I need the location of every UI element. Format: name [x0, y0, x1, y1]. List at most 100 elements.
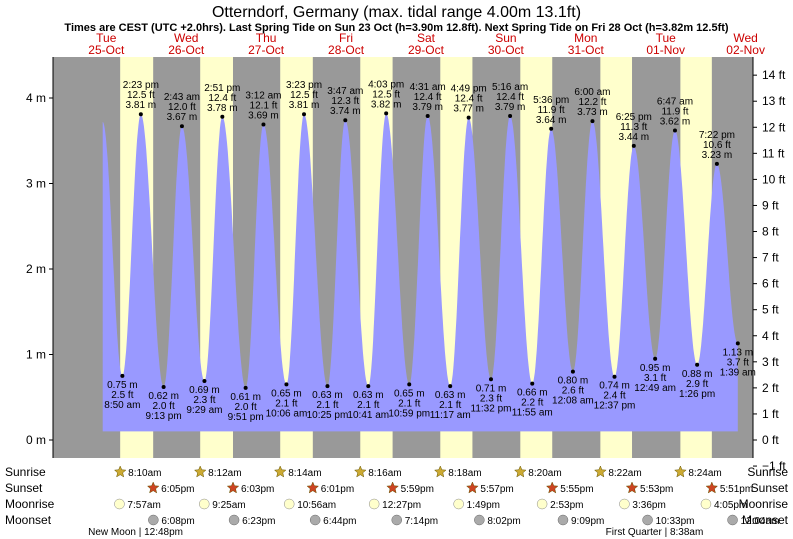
- row-label-right: Moonrise: [739, 497, 789, 511]
- tide-label-ft: 3.1 ft: [644, 373, 666, 384]
- moonrise-icon: [536, 498, 548, 510]
- tide-label-ft: 12.4 ft: [208, 93, 236, 104]
- tide-label-m: 3.77 m: [453, 104, 484, 115]
- day-date-label: 30-Oct: [488, 43, 525, 57]
- tide-label-time: 10:59 pm: [388, 408, 430, 419]
- tide-label-m: 3.62 m: [660, 116, 691, 127]
- y-tick-label-right: 14 ft: [762, 68, 786, 82]
- sunset-icon: [625, 481, 639, 494]
- tide-label-ft: 10.6 ft: [703, 140, 731, 151]
- y-tick-label-right: 3 ft: [762, 355, 779, 369]
- day-date-label: 25-Oct: [88, 43, 125, 57]
- tide-label-ft: 11.9 ft: [538, 105, 565, 116]
- tide-label-m: 0.65 m: [394, 388, 425, 399]
- sunset-time: 5:51pm: [720, 484, 753, 495]
- tide-label-ft: 12.2 ft: [579, 97, 607, 108]
- tide-label-ft: 12.5 ft: [290, 90, 318, 101]
- tide-point: [407, 382, 412, 387]
- tide-label-m: 0.74 m: [599, 381, 630, 392]
- tide-label-m: 0.62 m: [148, 391, 179, 402]
- moonrise-icon: [619, 498, 630, 510]
- tide-label-time: 6:00 am: [574, 87, 610, 98]
- sunset-icon: [146, 481, 160, 494]
- tide-label-m: 1.13 m: [723, 347, 754, 358]
- sunset-time: 6:05pm: [161, 484, 194, 495]
- tide-point: [384, 111, 389, 116]
- tide-point: [488, 377, 493, 382]
- sunrise-icon: [113, 465, 127, 478]
- tide-point: [284, 382, 289, 387]
- sunrise-time: 8:10am: [128, 468, 161, 479]
- tide-point: [261, 122, 266, 127]
- tide-label-m: 0.63 m: [312, 390, 343, 401]
- tide-label-m: 3.79 m: [495, 102, 526, 113]
- tide-label-time: 12:49 am: [634, 383, 676, 394]
- moon-phase-label: New Moon | 12:48pm: [88, 527, 183, 538]
- tide-label-ft: 2.4 ft: [603, 391, 625, 402]
- chart-subtitle: Times are CEST (UTC +2.0hrs). Last Sprin…: [64, 22, 728, 34]
- tide-label-ft: 3.7 ft: [727, 357, 749, 368]
- tide-label-ft: 2.0 ft: [235, 402, 257, 413]
- moonrise-time: 3:36pm: [632, 500, 665, 511]
- tide-label-m: 0.95 m: [640, 363, 671, 374]
- tide-point: [631, 143, 636, 148]
- tide-label-time: 2:23 pm: [123, 80, 159, 91]
- y-tick-label-left: 2 m: [26, 262, 46, 276]
- tide-point: [448, 384, 453, 389]
- tide-point: [530, 381, 535, 386]
- moonset-icon: [309, 514, 321, 526]
- moonrise-time: 2:53pm: [550, 500, 583, 511]
- tide-label-m: 0.66 m: [517, 388, 548, 399]
- row-label-right: Moonset: [742, 513, 789, 527]
- tide-label-time: 11:55 am: [512, 408, 553, 419]
- tide-label-ft: 2.0 ft: [152, 401, 174, 412]
- tide-point: [120, 373, 125, 378]
- day-name-label: Thu: [256, 31, 277, 45]
- y-tick-label-right: 13 ft: [762, 94, 786, 108]
- sunset-icon: [306, 481, 320, 494]
- moonset-time: 8:02pm: [487, 516, 520, 527]
- row-label-right: Sunset: [751, 481, 789, 495]
- day-name-label: Sun: [495, 31, 516, 45]
- tide-label-time: 3:23 pm: [286, 80, 322, 91]
- tide-label-m: 0.88 m: [682, 369, 713, 380]
- tide-point: [590, 119, 595, 124]
- moonrise-icon: [368, 498, 380, 510]
- sunset-time: 5:57pm: [480, 484, 513, 495]
- y-tick-label-right: 8 ft: [762, 225, 779, 239]
- tide-label-m: 3.81 m: [126, 100, 157, 111]
- moonset-time: 10:33pm: [656, 516, 695, 527]
- row-label-left: Sunrise: [5, 465, 46, 479]
- sunrise-icon: [193, 465, 207, 478]
- tide-label-time: 4:31 am: [410, 82, 446, 93]
- moonset-icon: [148, 514, 159, 526]
- sunset-icon: [545, 481, 559, 494]
- sunrise-icon: [593, 465, 607, 478]
- tide-label-ft: 11.3 ft: [620, 122, 647, 133]
- sunrise-icon: [513, 465, 527, 478]
- sunrise-time: 8:22am: [608, 468, 641, 479]
- day-date-label: 27-Oct: [248, 43, 285, 57]
- astronomy-rows: Sunrise Sunrise Sunset Sunset Moonrise Moonri…: [5, 465, 789, 538]
- row-label-left: Sunset: [5, 481, 43, 495]
- tide-point: [508, 113, 513, 118]
- tide-label-m: 3.78 m: [207, 103, 238, 114]
- tide-label-time: 9:29 am: [186, 405, 222, 416]
- y-tick-label-right: −1 ft: [762, 459, 786, 473]
- tide-point: [325, 384, 330, 389]
- tide-label-time: 7:22 pm: [699, 130, 735, 141]
- y-tick-label-right: 7 ft: [762, 251, 779, 265]
- sunset-icon: [705, 481, 719, 494]
- day-date-label: 26-Oct: [168, 43, 205, 57]
- day-name-label: Sat: [417, 31, 436, 45]
- tide-point: [243, 385, 248, 390]
- tide-point: [466, 115, 471, 120]
- y-tick-label-right: 4 ft: [762, 329, 779, 343]
- tide-label-time: 9:13 pm: [146, 411, 182, 422]
- tide-label-m: 3.81 m: [289, 100, 320, 111]
- tide-curve: [102, 113, 738, 432]
- tide-label-time: 6:47 am: [657, 96, 693, 107]
- tide-label-ft: 2.6 ft: [562, 386, 584, 397]
- day-date-label: 29-Oct: [408, 43, 445, 57]
- moonset-time: 9:09pm: [571, 516, 604, 527]
